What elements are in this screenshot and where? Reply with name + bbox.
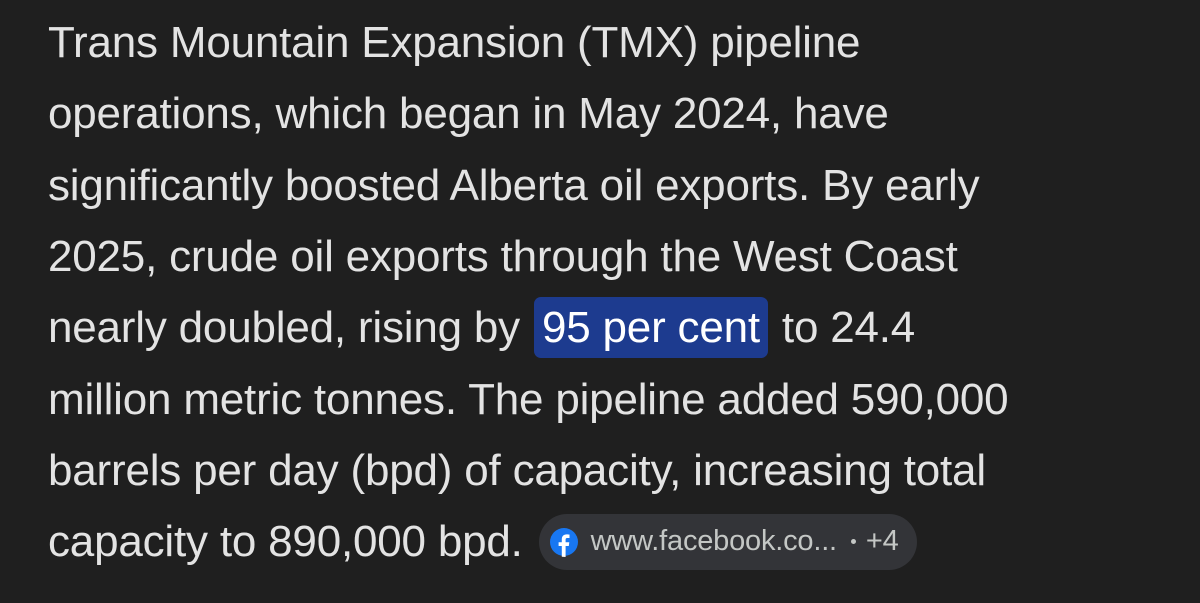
text-line: significantly boosted Alberta oil export… — [48, 160, 980, 210]
separator — [850, 539, 856, 545]
text-line: Trans Mountain Expansion (TMX) pipeline — [48, 18, 861, 67]
text-segment: capacity to 890,000 bpd. — [48, 517, 523, 567]
text-line: 2025, crude oil exports through the West… — [48, 231, 958, 281]
source-label: www.facebook.co... — [590, 525, 837, 558]
text-line: million metric tonnes. The pipeline adde… — [48, 374, 1009, 424]
text-line: barrels per day (bpd) of capacity, incre… — [48, 445, 986, 495]
highlight: 95 per cent — [533, 297, 768, 359]
text-segment: to 24.4 — [781, 303, 916, 353]
source-count: +4 — [865, 525, 899, 558]
text-line: nearly doubled, rising by 95 per cent to 2… — [48, 292, 915, 363]
facebook-icon — [549, 527, 578, 557]
text-line: operations, which began in May 2024, hav… — [48, 89, 889, 139]
text-segment: nearly doubled, rising by — [48, 303, 520, 353]
source-chip[interactable]: www.facebook.co... +4 — [538, 513, 917, 570]
text-line: capacity to 890,000 bpd. www.facebook.co.… — [48, 506, 917, 577]
